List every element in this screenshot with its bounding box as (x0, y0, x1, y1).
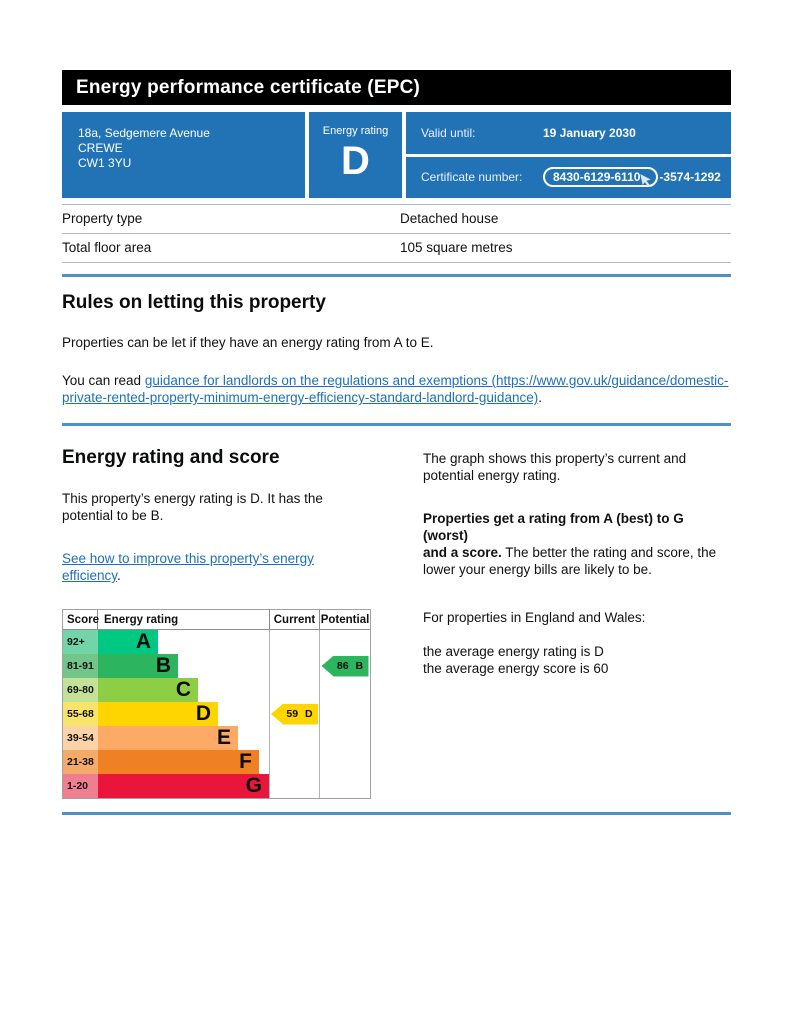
sentence-period: . (117, 568, 121, 583)
chart-header-potential: Potential (319, 610, 370, 629)
landlord-guidance-link[interactable]: guidance for landlords on the regulation… (144, 373, 729, 388)
row-label: Total floor area (62, 240, 152, 255)
chart-header-score: Score (63, 610, 99, 629)
potential-band: B (355, 660, 364, 672)
row-label: Property type (62, 211, 143, 226)
valid-until-value: 19 January 2030 (543, 125, 636, 140)
address-panel: 18a, Sedgemere Avenue CREWE CW1 3YU (62, 112, 305, 198)
energy-rating-section: Energy rating and score This property’s … (62, 447, 731, 799)
score-range: 21-38 (63, 750, 98, 774)
rules-intro: Properties can be let if they have an en… (62, 335, 434, 350)
certificate-number-highlight[interactable]: 8430-6129-6110 (543, 167, 659, 190)
band-row-d: 55-68 D 59 D (63, 702, 370, 726)
rules-guidance-paragraph: You can read guidance for landlords on t… (62, 372, 731, 406)
potential-score: 86 (336, 660, 349, 672)
chart-header-current: Current (269, 610, 319, 629)
band-letter: E (216, 726, 231, 749)
certificate-number-value: 8430-6129-6110 -3574-1292 (543, 167, 721, 190)
epc-chart: Score Energy rating Current Potential 92… (62, 609, 371, 799)
row-value: 105 square metres (400, 240, 513, 255)
row-value: Detached house (400, 211, 499, 226)
rating-summary-text: This property’s energy rating is D. It h… (62, 491, 323, 523)
band-letter: D (195, 702, 211, 725)
section-divider (62, 423, 731, 426)
band-letter: C (175, 678, 191, 701)
band-letter: B (155, 654, 171, 677)
band-row-b: 81-91 B 86 B (63, 654, 370, 678)
score-range: 81-91 (63, 654, 98, 678)
rules-section: Rules on letting this property Propertie… (62, 292, 731, 406)
validity-column: Valid until: 19 January 2030 Certificate… (406, 112, 731, 198)
section-divider (62, 812, 731, 815)
band-letter: G (245, 774, 262, 797)
band-letter: F (239, 750, 252, 773)
score-range: 69-80 (63, 678, 98, 702)
energy-rating-panel: Energy rating D (309, 112, 402, 198)
table-row-property-type: Property type Detached house (62, 204, 731, 233)
section-divider (62, 274, 731, 277)
rating-left-column: Energy rating and score This property’s … (62, 447, 402, 799)
score-range: 92+ (63, 630, 98, 654)
score-range: 1-20 (63, 774, 98, 798)
potential-rating-arrow: 86 B (321, 655, 369, 677)
landlord-guidance-link-line2[interactable]: private-rented-property-minimum-energy-e… (62, 390, 539, 405)
chart-header-energy-rating: Energy rating (104, 613, 179, 626)
band-row-e: 39-54 E (63, 726, 370, 750)
average-rating-lines: the average energy rating is D the avera… (423, 643, 731, 677)
region-note: For properties in England and Wales: (423, 610, 646, 625)
read-prefix: You can read (62, 373, 145, 388)
rules-heading: Rules on letting this property (62, 292, 326, 313)
valid-until-label: Valid until: (421, 125, 476, 140)
certificate-number-label: Certificate number: (421, 170, 523, 185)
band-row-f: 21-38 F (63, 750, 370, 774)
energy-rating-label: Energy rating (322, 125, 389, 137)
address-line-1: 18a, Sedgemere Avenue (78, 126, 210, 140)
page-title: Energy performance certificate (EPC) (76, 76, 421, 98)
document-title-bar: Energy performance certificate (EPC) (62, 70, 731, 105)
chart-header-row: Score Energy rating Current Potential (63, 610, 370, 630)
score-range: 55-68 (63, 702, 98, 726)
band-row-c: 69-80 C (63, 678, 370, 702)
address-line-3: CW1 3YU (78, 156, 132, 170)
current-band: D (305, 708, 313, 720)
band-letter: A (135, 630, 151, 653)
band-bar-c: C (98, 678, 198, 702)
sentence-period: . (538, 390, 542, 405)
table-row-floor-area: Total floor area 105 square metres (62, 233, 731, 263)
band-bar-a: A (98, 630, 158, 654)
valid-until-panel: Valid until: 19 January 2030 (406, 112, 731, 154)
improve-efficiency-link[interactable]: See how to improve this property’s energ… (62, 551, 314, 583)
band-bar-b: B (98, 654, 178, 678)
average-rating-line: the average energy rating is D (423, 644, 604, 659)
band-row-g: 1-20 G (63, 774, 370, 798)
current-rating-arrow: 59 D (271, 703, 318, 725)
rating-right-column: The graph shows this property’s current … (423, 447, 731, 799)
graph-description: The graph shows this property’s current … (423, 451, 687, 483)
band-bar-f: F (98, 750, 259, 774)
band-bar-g: G (98, 774, 269, 798)
address-line-2: CREWE (78, 141, 123, 155)
rating-explainer: Properties get a rating from A (best) to… (423, 511, 717, 577)
certificate-number-panel: Certificate number: 8430-6129-6110 -3574… (406, 156, 731, 198)
band-row-a: 92+ A (63, 630, 370, 654)
cursor-icon (640, 172, 653, 190)
certificate-number-rest: -3574-1292 (659, 170, 721, 185)
average-score-line: the average energy score is 60 (423, 661, 609, 676)
current-score: 59 (286, 708, 299, 720)
summary-panels: 18a, Sedgemere Avenue CREWE CW1 3YU Ener… (62, 112, 731, 198)
band-bar-e: E (98, 726, 238, 750)
score-range: 39-54 (63, 726, 98, 750)
property-details-table: Property type Detached house Total floor… (62, 204, 731, 263)
energy-rating-value: D (341, 139, 370, 183)
rating-score-heading: Energy rating and score (62, 447, 280, 468)
band-bar-d: D (98, 702, 218, 726)
